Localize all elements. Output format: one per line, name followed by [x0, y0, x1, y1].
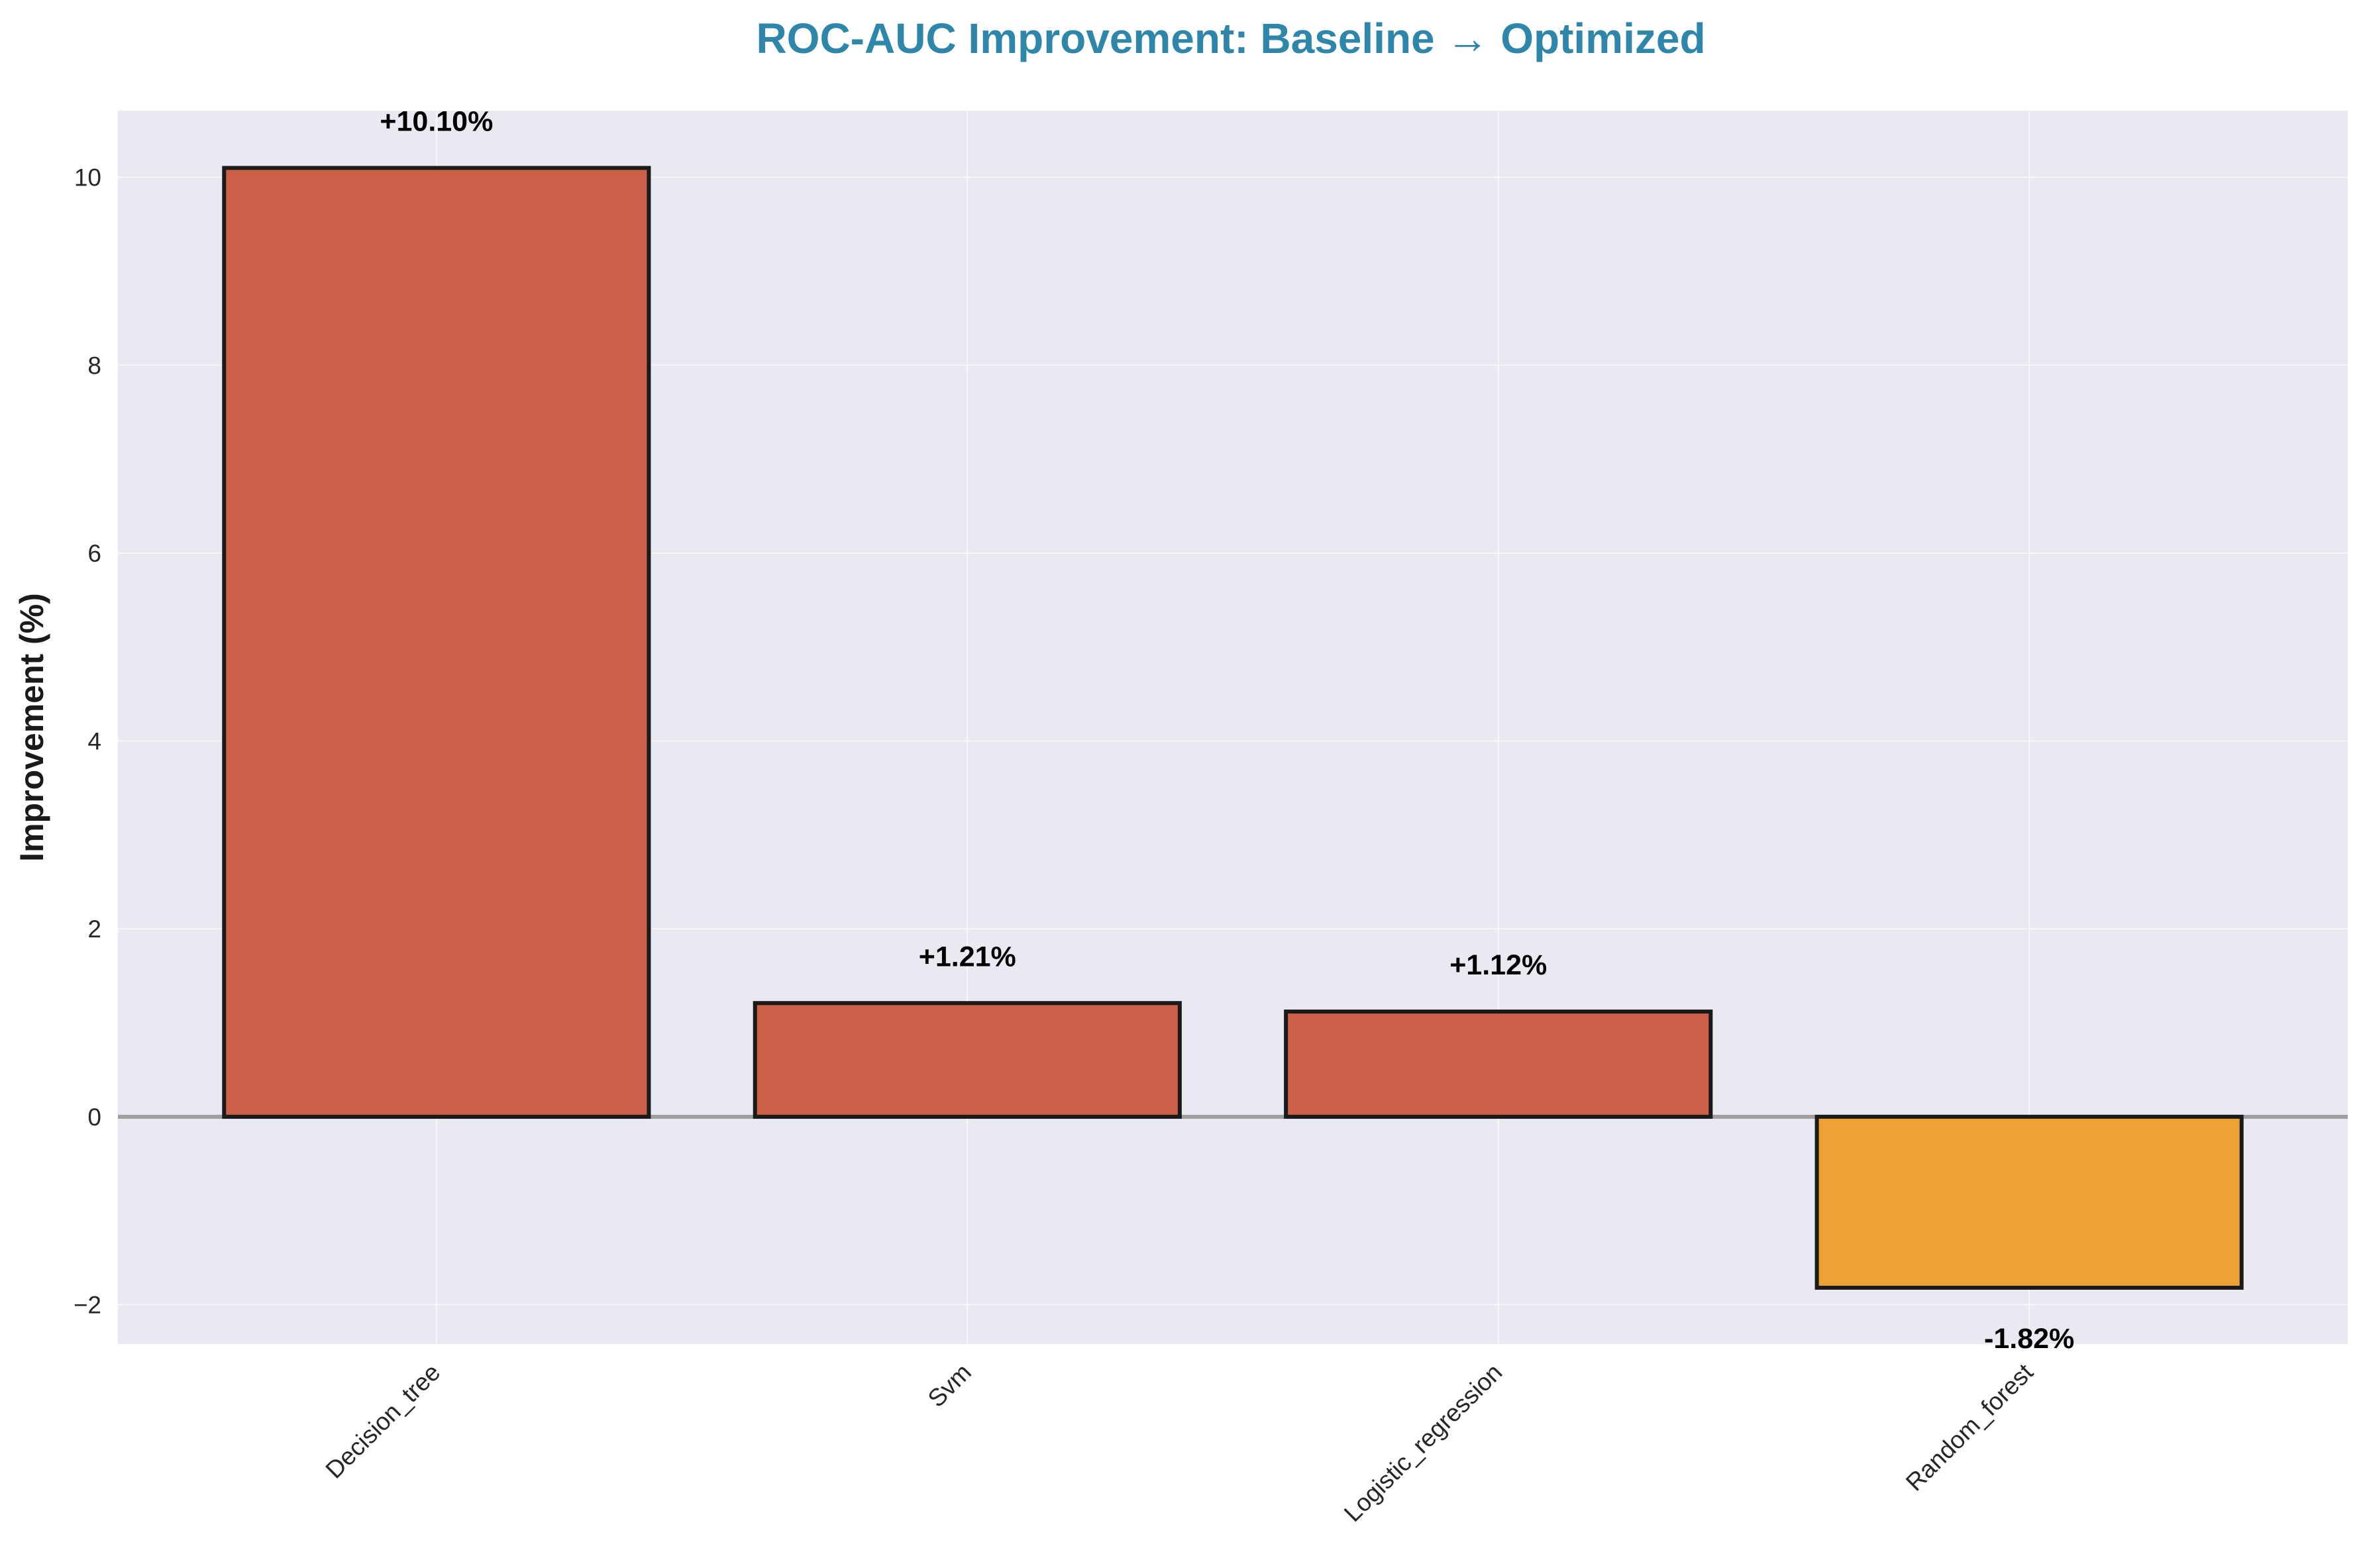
y-tick-label: 2	[87, 915, 101, 943]
x-axis-ticks: Decision_tree Svm Logistic_regression Rando…	[321, 1358, 2039, 1527]
bar-logistic-regression	[1284, 1009, 1713, 1119]
y-axis-ticks: −2 0 2 4 6 8 10	[74, 164, 101, 1319]
y-tick-label: −2	[74, 1291, 101, 1318]
bars	[222, 166, 2244, 1290]
bar-svm	[753, 1001, 1182, 1119]
data-label: +1.12%	[1449, 949, 1547, 981]
x-tick-label: Logistic_regression	[1339, 1359, 1507, 1527]
x-tick-label: Svm	[923, 1359, 976, 1412]
x-tick-label: Decision_tree	[321, 1359, 446, 1484]
y-tick-label: 8	[87, 352, 101, 379]
bar-random-forest	[1814, 1114, 2244, 1290]
data-label: +10.10%	[380, 106, 493, 138]
y-axis-label: Improvement (%)	[13, 593, 50, 862]
bar-decision-tree	[222, 166, 651, 1119]
x-tick-label: Random_forest	[1901, 1358, 2038, 1496]
y-tick-label: 6	[87, 540, 101, 567]
data-label: -1.82%	[1984, 1323, 2074, 1355]
data-label: +1.21%	[919, 941, 1016, 972]
y-tick-label: 4	[87, 728, 101, 755]
data-labels: +10.10% +1.21% +1.12% -1.82%	[380, 106, 2074, 1355]
y-tick-label: 10	[74, 164, 101, 191]
y-tick-label: 0	[87, 1104, 101, 1131]
chart-title: ROC-AUC Improvement: Baseline → Optimize…	[756, 15, 1705, 62]
